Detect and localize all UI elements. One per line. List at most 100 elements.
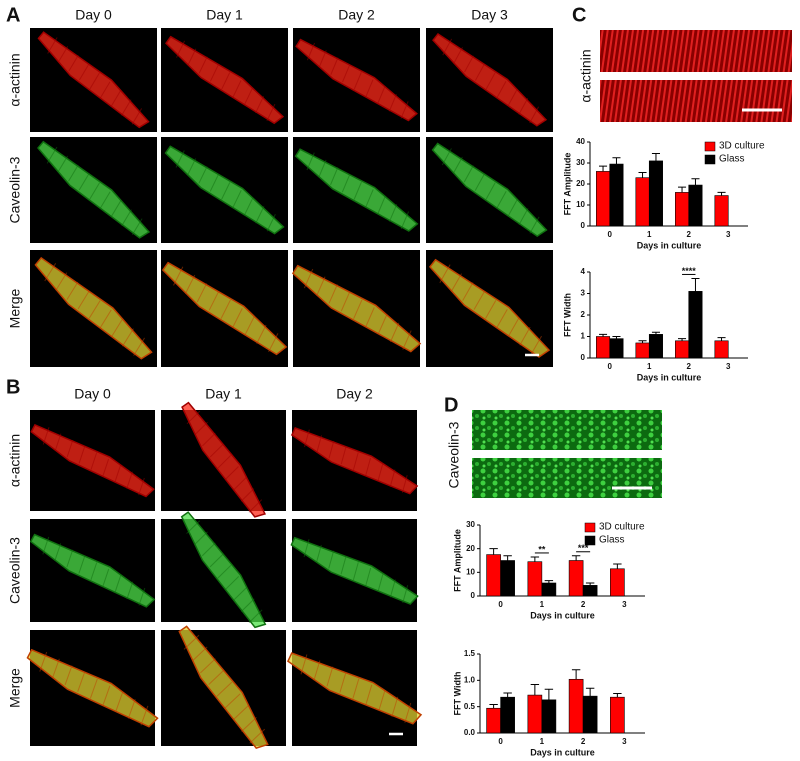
bar: [541, 699, 557, 734]
bar: [596, 336, 611, 359]
bar: [610, 568, 625, 597]
strip: [472, 410, 662, 450]
bar: [582, 695, 598, 734]
bar: [675, 192, 690, 227]
striation: [68, 164, 79, 182]
cell: [432, 32, 548, 127]
striation: [304, 429, 310, 448]
striation: [339, 672, 347, 693]
striation: [400, 101, 409, 119]
error-bar: [638, 171, 647, 178]
striation: [196, 283, 208, 303]
y-tick-label: 30: [576, 158, 585, 167]
striation: [496, 81, 507, 98]
striation: [133, 337, 145, 356]
error-bar: [544, 688, 554, 700]
striation: [474, 173, 485, 191]
striation: [303, 268, 314, 289]
cell-body: [291, 264, 422, 353]
x-tick-label: 3: [622, 600, 627, 609]
striation: [202, 432, 216, 447]
x-axis-label: Days in culture: [637, 240, 702, 250]
cell-body: [164, 145, 285, 235]
striation: [266, 214, 276, 232]
striation: [126, 581, 134, 600]
y-tick-label: 0.5: [464, 702, 476, 711]
striation: [328, 550, 335, 569]
striation: [365, 684, 373, 705]
striation: [342, 64, 351, 83]
striation: [315, 544, 322, 563]
striation: [365, 79, 374, 97]
legend-label: 3D culture: [719, 141, 765, 152]
striation: [328, 440, 335, 459]
y-tick-label: 2: [581, 310, 586, 319]
column-header: Day 3: [471, 7, 508, 23]
striation: [78, 446, 86, 464]
striation: [78, 173, 90, 191]
striation: [353, 181, 362, 200]
x-tick-label: 1: [647, 362, 652, 371]
column-header: Day 0: [75, 7, 112, 23]
x-tick-label: 0: [498, 600, 503, 609]
striation: [485, 182, 496, 200]
striation: [110, 318, 123, 338]
cell-body: [180, 511, 267, 629]
striation: [400, 211, 410, 230]
error-bar: [717, 337, 726, 341]
striation: [216, 681, 233, 697]
striation: [365, 189, 374, 208]
striation: [306, 152, 315, 171]
striation: [55, 272, 68, 291]
cell: [34, 256, 153, 360]
bar: [688, 291, 703, 359]
striation: [474, 64, 485, 81]
striation: [209, 443, 224, 458]
cell-body: [428, 258, 551, 358]
cell: [161, 261, 288, 356]
striation: [328, 284, 338, 304]
striation: [232, 308, 243, 328]
bar: [541, 582, 557, 597]
y-tick-label: 1: [581, 332, 586, 341]
striation: [377, 573, 384, 592]
panel-label: C: [572, 4, 586, 26]
striation: [201, 542, 216, 557]
strip: [472, 458, 662, 498]
striation: [46, 146, 58, 164]
striation: [176, 40, 186, 58]
striation: [64, 665, 73, 686]
error-bar: [638, 340, 647, 343]
cell-body: [181, 401, 267, 518]
x-tick-label: 3: [726, 362, 731, 371]
striation: [378, 690, 386, 711]
striation: [186, 410, 201, 425]
error-bar: [530, 684, 540, 696]
striation: [313, 660, 321, 681]
striation: [249, 728, 266, 744]
column-header: Day 1: [206, 7, 243, 23]
cell-body: [431, 142, 548, 238]
error-bar: [691, 178, 700, 186]
striation: [42, 536, 50, 555]
striation: [89, 72, 100, 90]
column-header: Day 2: [336, 386, 373, 402]
cell: [428, 258, 551, 358]
striation: [318, 159, 327, 178]
striation: [316, 435, 323, 453]
bar: [610, 696, 625, 734]
striation: [388, 93, 397, 112]
y-axis-label: FFT Amplitude: [452, 529, 462, 592]
cell: [294, 148, 419, 232]
striation: [450, 273, 462, 292]
striation: [300, 654, 308, 675]
x-tick-label: 2: [687, 230, 692, 239]
y-tick-label: 0: [581, 353, 586, 362]
striation: [243, 88, 253, 106]
striation: [340, 556, 347, 575]
striation: [221, 182, 231, 200]
striation: [121, 99, 132, 116]
annotation: ***: [578, 543, 589, 553]
cell-body: [290, 427, 419, 495]
y-tick-label: 20: [466, 544, 475, 553]
